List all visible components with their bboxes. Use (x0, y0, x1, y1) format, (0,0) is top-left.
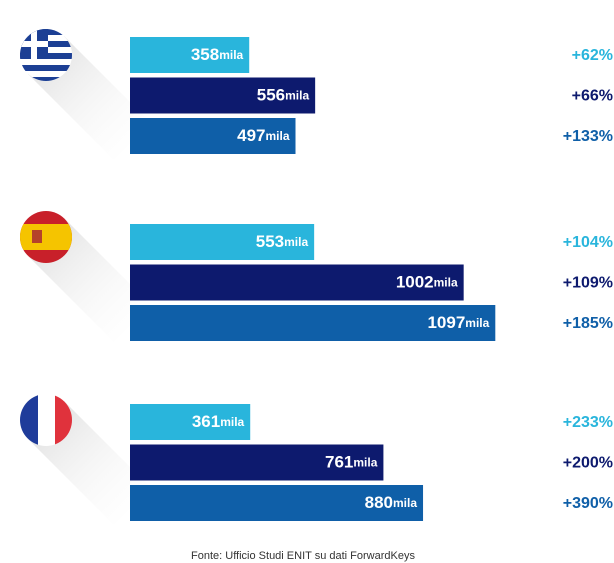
value-unit: mila (219, 48, 243, 62)
flag-france (20, 394, 72, 446)
value-unit: mila (285, 89, 309, 103)
value-number: 556 (257, 86, 285, 105)
value-number: 361 (192, 412, 220, 431)
value-number: 1097 (427, 313, 465, 332)
bar (130, 77, 316, 114)
growth-label: +62% (572, 47, 613, 64)
bar (130, 37, 250, 73)
value-label: 880mila (365, 493, 418, 512)
growth-label: +233% (563, 414, 613, 431)
value-number: 880 (365, 493, 393, 512)
value-number: 497 (237, 126, 265, 145)
value-label: 1002mila (396, 273, 458, 292)
bar (130, 444, 384, 481)
value-label: 553mila (256, 232, 309, 251)
growth-label: +66% (572, 88, 613, 105)
value-label: 497mila (237, 126, 290, 145)
bar (130, 118, 296, 154)
value-unit: mila (434, 276, 458, 290)
value-number: 761 (325, 453, 353, 472)
value-unit: mila (284, 235, 308, 249)
growth-label: +109% (563, 275, 613, 292)
growth-label: +200% (563, 455, 613, 472)
value-label: 556mila (257, 86, 310, 105)
source: Fonte: Ufficio Studi ENIT su dati Forwar… (191, 550, 415, 562)
value-unit: mila (393, 496, 417, 510)
value-unit: mila (465, 316, 489, 330)
flag-spain (20, 211, 72, 263)
bar (130, 305, 496, 341)
bar (130, 264, 464, 301)
value-number: 1002 (396, 273, 434, 292)
growth-label: +390% (563, 495, 613, 512)
bar (130, 404, 251, 440)
growth-label: +104% (563, 234, 613, 251)
value-label: 358mila (191, 45, 244, 64)
value-label: 761mila (325, 453, 378, 472)
value-unit: mila (265, 129, 289, 143)
flag-greece (20, 29, 72, 81)
value-unit: mila (220, 415, 244, 429)
growth-label: +185% (563, 315, 613, 332)
value-number: 553 (256, 232, 284, 251)
value-number: 358 (191, 45, 219, 64)
value-unit: mila (353, 456, 377, 470)
bar (130, 224, 315, 260)
bar (130, 485, 424, 521)
growth-label: +133% (563, 128, 613, 145)
value-label: 361mila (192, 412, 245, 431)
value-label: 1097mila (427, 313, 489, 332)
